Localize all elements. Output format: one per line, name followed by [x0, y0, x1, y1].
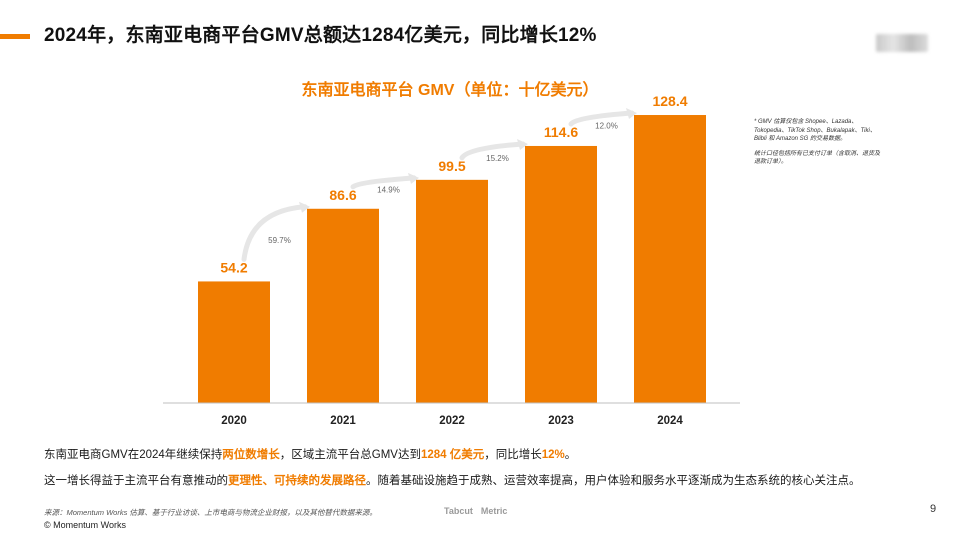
growth-arrow — [459, 141, 526, 161]
bar-2023 — [525, 145, 597, 403]
desc1-text-a: 东南亚电商GMV在2024年继续保持 — [44, 449, 223, 461]
metric-logo: Metric — [480, 506, 508, 516]
growth-label: 15.2% — [486, 154, 509, 163]
description-line-2: 这一增长得益于主流平台有意推动的更理性、可持续的发展路径。随着基础设施趋于成熟、… — [44, 472, 861, 488]
desc2-text-b: 。随着基础设施趋于成熟、运营效率提高，用户体验和服务水平逐渐成为生态系统的核心关… — [366, 475, 861, 487]
blurred-logo — [876, 34, 928, 52]
accent-bar — [0, 34, 30, 39]
category-label: 2021 — [330, 415, 356, 427]
chart-title: 东南亚电商平台 GMV（单位：十亿美元） — [301, 82, 599, 99]
desc1-highlight-1: 两位数增长 — [222, 449, 280, 461]
desc2-highlight-1: 更理性、可持续的发展路径 — [228, 475, 366, 487]
category-label: 2024 — [657, 415, 683, 427]
desc2-text-a: 这一增长得益于主流平台有意推动的 — [44, 475, 228, 487]
slide-title: 2024年，东南亚电商平台GMV总额达1284亿美元，同比增长12% — [44, 25, 597, 46]
value-label: 128.4 — [652, 93, 687, 109]
value-label: 114.6 — [544, 124, 578, 140]
value-label: 86.6 — [329, 187, 356, 203]
growth-arrow — [241, 204, 308, 262]
description-line-1: 东南亚电商GMV在2024年继续保持两位数增长，区域主流平台总GMV达到1284… — [44, 446, 576, 462]
brand-logos: Tabcut Metric — [444, 506, 507, 516]
growth-arrowhead — [299, 201, 310, 213]
bar-2020 — [198, 281, 270, 403]
category-label: 2023 — [548, 415, 574, 427]
footnote-line-1: * GMV 估算仅包含 Shopee、Lazada、Tokopedia、TikT… — [754, 119, 876, 143]
growth-label: 14.9% — [377, 185, 400, 194]
growth-label: 12.0% — [595, 121, 618, 130]
footnote: * GMV 估算仅包含 Shopee、Lazada、Tokopedia、TikT… — [754, 118, 884, 173]
bar-2021 — [307, 208, 379, 403]
category-label: 2020 — [221, 415, 247, 427]
bar-2022 — [416, 179, 488, 403]
growth-label: 59.7% — [268, 236, 291, 245]
copyright: © Momentum Works — [44, 520, 126, 530]
tabcut-logo: Tabcut — [444, 506, 473, 516]
bar-2024 — [634, 115, 706, 403]
desc1-text-c: ，同比增长 — [484, 449, 542, 461]
growth-arrow — [568, 110, 635, 127]
growth-arrow — [350, 175, 417, 190]
desc1-highlight-3: 12% — [541, 449, 565, 461]
page-number: 9 — [930, 503, 937, 515]
value-label: 99.5 — [438, 158, 465, 174]
growth-arrowhead — [517, 138, 528, 150]
value-label: 54.2 — [220, 259, 247, 275]
desc1-text-d: 。 — [564, 449, 577, 461]
footnote-line-2: 统计口径包括所有已支付订单（含取消、退货及退款订单）。 — [754, 150, 881, 166]
growth-arrowhead — [408, 172, 419, 184]
category-label: 2022 — [439, 415, 465, 427]
growth-arrowhead — [626, 108, 637, 120]
desc1-text-b: ，区域主流平台总GMV达到 — [279, 449, 421, 461]
desc1-highlight-2: 1284 亿美元 — [420, 449, 485, 461]
source-note: 来源：Momentum Works 估算、基于行业访谈、上市电商与物流企业财报，… — [44, 508, 377, 517]
